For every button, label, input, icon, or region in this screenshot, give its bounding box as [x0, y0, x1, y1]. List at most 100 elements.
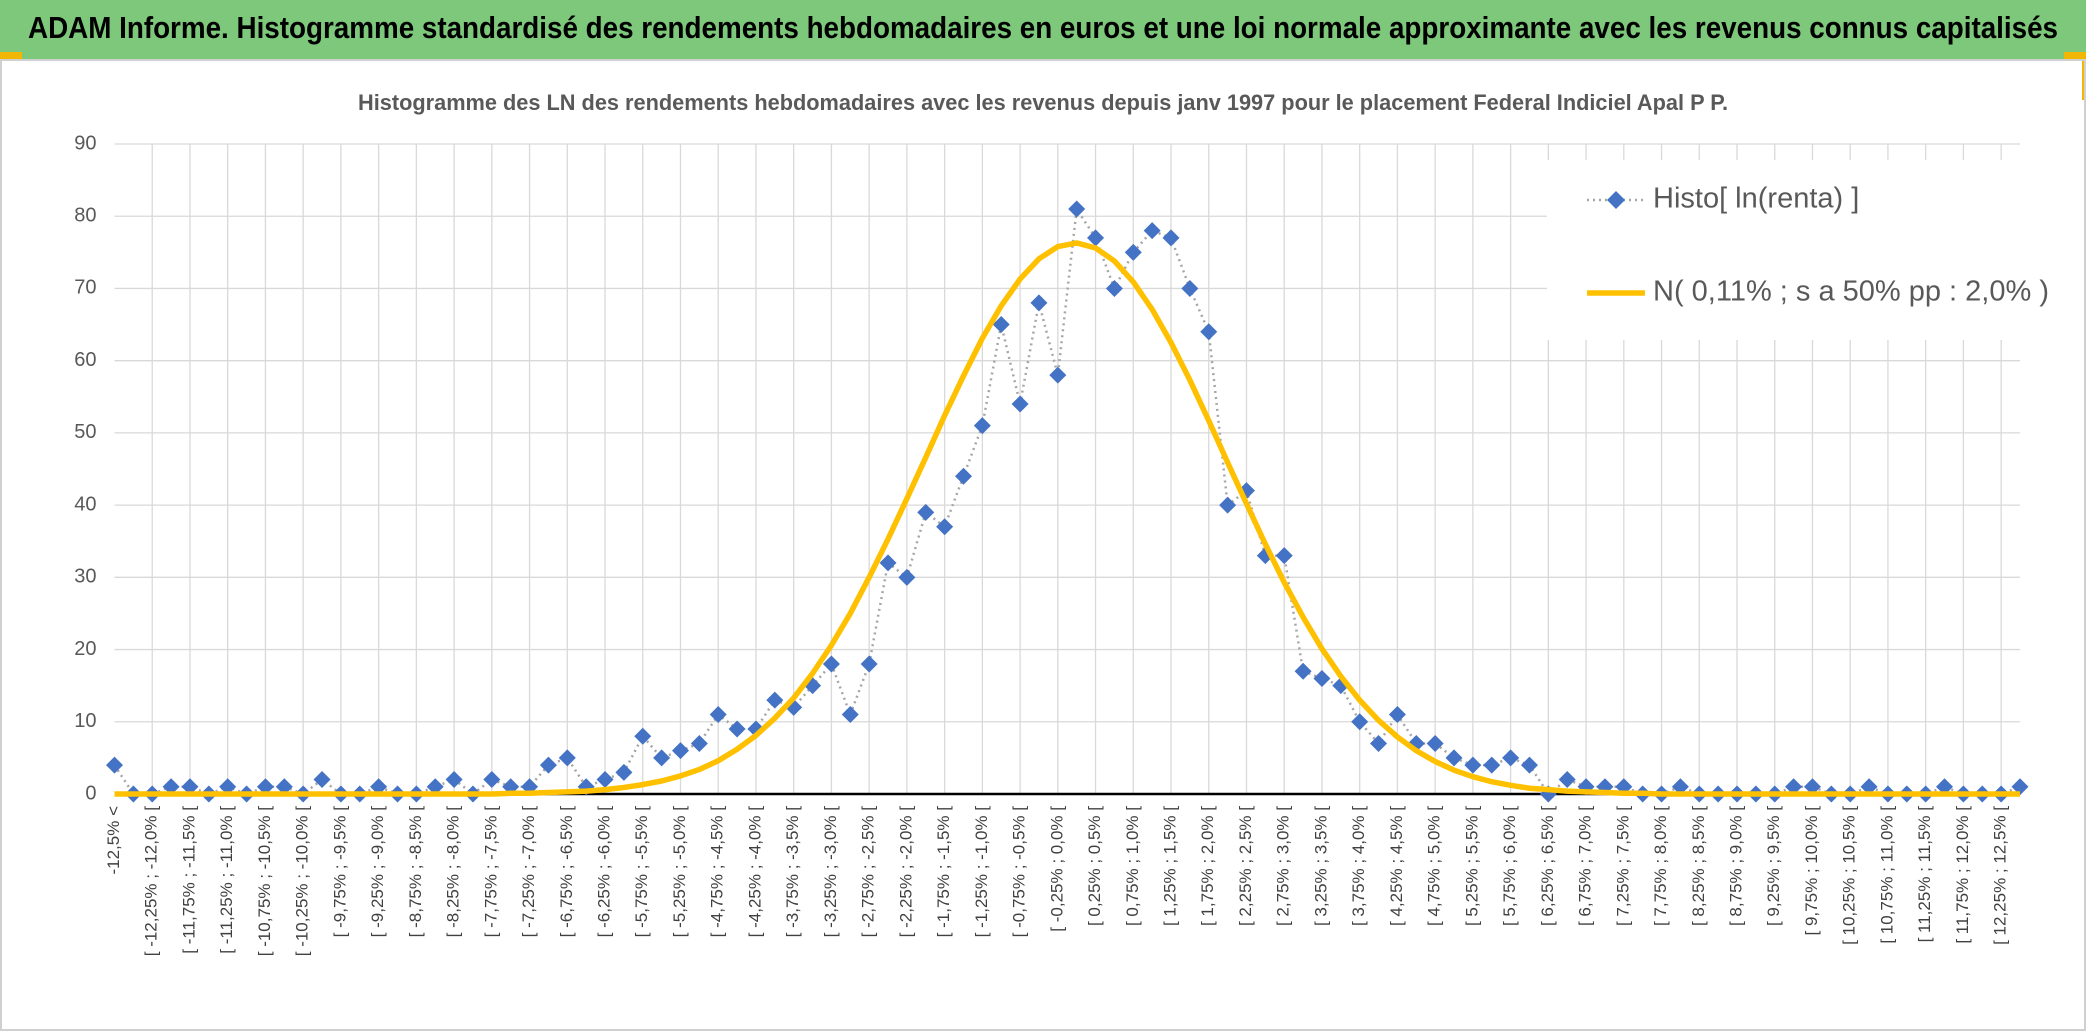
x-tick-label: [ 3,75% ; 4,0% [	[1349, 806, 1368, 926]
x-tick-label: [ -11,25% ; -11,0% [	[217, 806, 236, 954]
corner-accent	[0, 52, 22, 60]
x-tick-label: [ 1,75% ; 2,0% [	[1198, 806, 1217, 926]
x-tick-label: [ -5,75% ; -5,5% [	[632, 806, 651, 938]
data-point	[1671, 778, 1689, 796]
x-tick-label: [ 6,25% ; 6,5% [	[1538, 806, 1557, 926]
data-point	[766, 691, 784, 709]
data-point	[690, 734, 708, 752]
x-tick-label: [ 0,25% ; 0,5% [	[1085, 806, 1104, 926]
data-point	[1426, 734, 1444, 752]
x-tick-label: [ 8,75% ; 9,0% [	[1726, 806, 1745, 926]
data-point	[1351, 713, 1369, 731]
data-point	[1049, 366, 1067, 384]
legend-label: N( 0,11% ; s a 50% pp : 2,0% )	[1653, 276, 2049, 308]
x-tick-label: [ 0,75% ; 1,0% [	[1123, 806, 1142, 926]
x-tick-label: [ 4,25% ; 4,5% [	[1387, 806, 1406, 926]
y-tick-label: 40	[74, 493, 96, 515]
x-tick-label: [ 8,25% ; 8,5% [	[1689, 806, 1708, 926]
x-tick-label: [ 7,25% ; 7,5% [	[1613, 806, 1632, 926]
data-point	[898, 568, 916, 586]
data-point	[1558, 771, 1576, 789]
data-point	[879, 554, 897, 572]
data-point	[1370, 734, 1388, 752]
x-tick-label: [ 11,75% ; 12,0% [	[1953, 806, 1972, 944]
x-tick-label: -12,5% <	[104, 806, 123, 875]
data-point	[445, 771, 463, 789]
y-tick-label: 80	[74, 205, 96, 227]
data-point	[426, 778, 444, 796]
data-point	[1162, 229, 1180, 247]
data-point	[1313, 669, 1331, 687]
x-tick-label: [ 9,75% ; 10,0% [	[1802, 806, 1821, 936]
x-tick-label: [ -7,25% ; -7,0% [	[519, 806, 538, 938]
data-point	[615, 763, 633, 781]
x-tick-label: [ -1,75% ; -1,5% [	[934, 806, 953, 938]
x-tick-label: [ 10,75% ; 11,0% [	[1877, 806, 1896, 944]
data-point	[822, 655, 840, 673]
data-point	[860, 655, 878, 673]
x-tick-label: [ -10,75% ; -10,5% [	[255, 806, 274, 957]
x-tick-label: [ -6,75% ; -6,5% [	[557, 806, 576, 938]
x-tick-label: [ -10,25% ; -10,0% [	[293, 806, 312, 957]
data-point	[954, 467, 972, 485]
data-point	[558, 749, 576, 767]
data-point	[1143, 222, 1161, 240]
data-point	[841, 706, 859, 724]
x-tick-label: [ 3,25% ; 3,5% [	[1311, 806, 1330, 926]
data-point	[275, 778, 293, 796]
data-point	[2011, 778, 2029, 796]
data-point	[671, 742, 689, 760]
x-tick-label: [ 12,25% ; 12,5% [	[1991, 806, 2010, 945]
legend-label: Histo[ ln(renta) ]	[1653, 183, 1859, 215]
data-point	[596, 771, 614, 789]
legend-marker	[1607, 191, 1625, 209]
x-tick-label: [ -4,75% ; -4,5% [	[708, 806, 727, 938]
x-tick-label: [ 7,75% ; 8,0% [	[1651, 806, 1670, 926]
y-tick-label: 60	[74, 349, 96, 371]
data-point	[256, 778, 274, 796]
data-point	[1483, 756, 1501, 774]
x-tick-label: [ -9,75% ; -9,5% [	[330, 806, 349, 938]
y-tick-label: 30	[74, 566, 96, 588]
frame	[0, 59, 2086, 1031]
y-tick-label: 70	[74, 277, 96, 299]
header-bar	[0, 0, 2086, 60]
x-tick-label: [ 11,25% ; 11,5% [	[1915, 806, 1934, 943]
x-tick-label: [ -6,25% ; -6,0% [	[595, 806, 614, 938]
y-tick-label: 0	[85, 782, 96, 804]
chart-title: Histogramme des LN des rendements hebdom…	[358, 90, 1728, 115]
data-point	[1294, 662, 1312, 680]
data-point	[973, 417, 991, 435]
data-point	[1785, 778, 1803, 796]
x-tick-label: [ -11,75% ; -11,5% [	[179, 806, 198, 954]
data-point	[1068, 200, 1086, 218]
data-point	[634, 727, 652, 745]
x-tick-label: [ -12,25% ; -12,0% [	[142, 806, 161, 957]
data-point	[1030, 294, 1048, 312]
x-tick-label: [ -2,75% ; -2,5% [	[859, 806, 878, 938]
data-point	[1105, 279, 1123, 297]
data-point	[917, 503, 935, 521]
x-tick-label: [ -5,25% ; -5,0% [	[670, 806, 689, 938]
y-tick-label: 50	[74, 421, 96, 443]
data-point	[1388, 706, 1406, 724]
data-point	[539, 756, 557, 774]
data-point	[1520, 756, 1538, 774]
data-point	[1219, 496, 1237, 514]
y-tick-label: 20	[74, 638, 96, 660]
data-point	[709, 706, 727, 724]
data-point	[1464, 756, 1482, 774]
x-tick-label: [ -1,25% ; -1,0% [	[972, 806, 991, 938]
data-point	[1803, 778, 1821, 796]
corner-accent	[2064, 52, 2086, 60]
data-point	[1502, 749, 1520, 767]
x-tick-label: [ 5,25% ; 5,5% [	[1462, 806, 1481, 926]
series-line	[114, 240, 2020, 797]
legend-box	[1547, 160, 2020, 340]
data-point	[1936, 778, 1954, 796]
header-title: ADAM Informe. Histogramme standardisé de…	[28, 10, 2058, 45]
data-point	[1181, 279, 1199, 297]
data-point	[992, 316, 1010, 334]
x-tick-label: [ -0,25% ; 0,0% [	[1047, 806, 1066, 932]
